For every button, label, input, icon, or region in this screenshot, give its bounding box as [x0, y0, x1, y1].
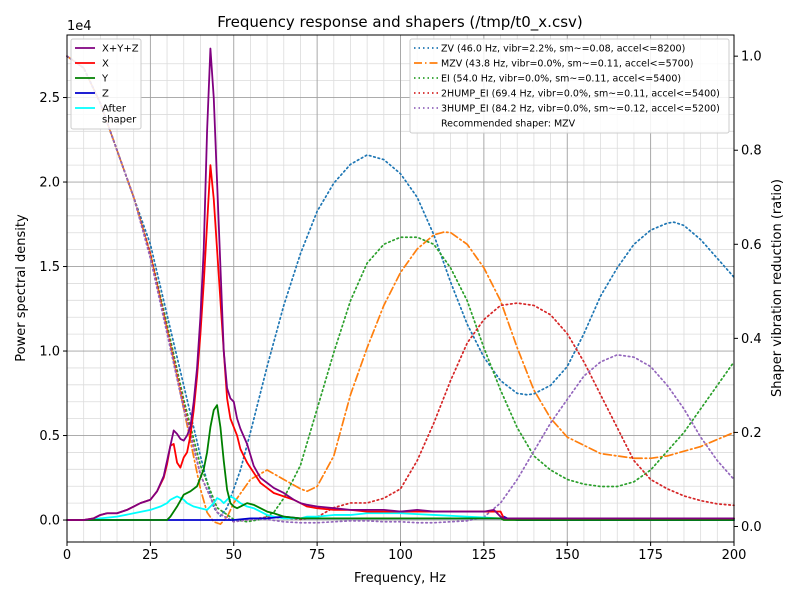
legend-label: X [102, 59, 109, 70]
series-layer [66, 47, 735, 525]
x-tick-label: 200 [722, 548, 747, 563]
y-axis-multiplier: 1e4 [67, 19, 92, 34]
y-tick-label-right: 0.6 [741, 238, 762, 253]
x-tick-label: 150 [555, 548, 580, 563]
series-line-8 [66, 55, 735, 523]
x-tick-label: 100 [388, 548, 413, 563]
y-tick-label-right: 0.4 [741, 332, 762, 347]
x-axis-label: Frequency, Hz [354, 571, 446, 586]
legend-label: 3HUMP_EI (84.2 Hz, vibr=0.0%, sm~=0.12, … [441, 104, 720, 115]
legend-label: ZV (46.0 Hz, vibr=2.2%, sm~=0.08, accel<… [441, 44, 685, 55]
recommended-shaper-label: Recommended shaper: MZV [441, 119, 576, 130]
legend-label: Z [102, 89, 109, 100]
chart-title: Frequency response and shapers (/tmp/t0_… [217, 13, 583, 32]
legend-right-box [409, 38, 730, 134]
series-line-9 [66, 55, 735, 524]
y-tick-label: 1.5 [39, 260, 60, 275]
legend-label: After [102, 104, 127, 115]
ticks: 0 25 50 75 100 125 150 175 200 0.0 0.5 1.0 1.5 2.0 2.5… [39, 50, 761, 563]
y-tick-label-right: 1.0 [741, 50, 762, 65]
x-tick-label: 125 [471, 548, 496, 563]
y-tick-label: 0.0 [39, 514, 60, 529]
y-tick-label-right: 0.8 [741, 144, 762, 159]
legend-right: ZV (46.0 Hz, vibr=2.2%, sm~=0.08, accel<… [409, 38, 730, 134]
y-tick-label: 2.5 [39, 91, 60, 106]
y-tick-label-right: 0.2 [741, 426, 762, 441]
y-tick-label: 2.0 [39, 176, 60, 191]
legend-label: EI (54.0 Hz, vibr=0.0%, sm~=0.11, accel<… [441, 74, 681, 85]
y-axis-label-right: Shaper vibration reduction (ratio) [770, 179, 785, 397]
series-line-5 [66, 55, 735, 517]
series-line-0 [66, 47, 735, 521]
y-tick-label: 0.5 [39, 429, 60, 444]
legend-label: Y [101, 74, 109, 85]
y-tick-label-right: 0.0 [741, 520, 762, 535]
x-tick-label: 175 [638, 548, 663, 563]
series-line-7 [66, 55, 735, 523]
legend-label: 2HUMP_EI (69.4 Hz, vibr=0.0%, sm~=0.11, … [441, 89, 720, 100]
x-tick-label: 75 [309, 548, 326, 563]
legend-label: X+Y+Z [102, 44, 139, 55]
x-tick-label: 50 [225, 548, 242, 563]
legend-left-box [70, 38, 142, 130]
y-tick-label: 1.0 [39, 345, 60, 360]
y-axis-label: Power spectral density [14, 214, 29, 362]
x-tick-label: 0 [63, 548, 71, 563]
x-tick-label: 25 [142, 548, 159, 563]
series-line-6 [66, 55, 735, 525]
legend-label: MZV (43.8 Hz, vibr=0.0%, sm~=0.11, accel… [441, 59, 693, 70]
series-line-2 [66, 404, 735, 521]
legend-label: shaper [102, 115, 137, 126]
